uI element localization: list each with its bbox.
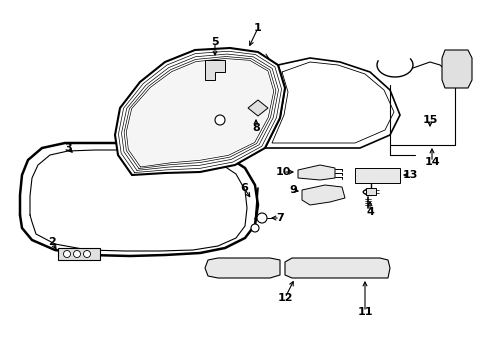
Polygon shape [58,248,100,260]
Polygon shape [365,188,375,195]
Circle shape [73,251,81,257]
Circle shape [257,213,266,223]
Circle shape [63,251,70,257]
Circle shape [215,115,224,125]
Polygon shape [247,100,267,116]
Polygon shape [204,258,280,278]
Text: 7: 7 [276,213,284,223]
Text: 15: 15 [422,115,437,125]
Text: 5: 5 [211,37,218,47]
Text: 14: 14 [423,157,439,167]
Polygon shape [297,165,334,180]
Circle shape [83,251,90,257]
Text: 13: 13 [402,170,417,180]
Text: 6: 6 [240,183,247,193]
Text: 1: 1 [254,23,262,33]
Polygon shape [354,168,399,183]
Polygon shape [127,60,272,166]
Polygon shape [204,60,224,80]
Polygon shape [302,185,345,205]
Text: 8: 8 [252,123,259,133]
Polygon shape [285,258,389,278]
Text: 11: 11 [357,307,372,317]
Text: 4: 4 [366,207,373,217]
Circle shape [250,224,259,232]
Text: 10: 10 [275,167,290,177]
Text: 12: 12 [277,293,292,303]
Polygon shape [264,58,399,148]
Polygon shape [115,48,285,175]
Text: 3: 3 [64,143,72,153]
Text: 9: 9 [288,185,296,195]
Text: 2: 2 [48,237,56,247]
Polygon shape [441,50,471,88]
